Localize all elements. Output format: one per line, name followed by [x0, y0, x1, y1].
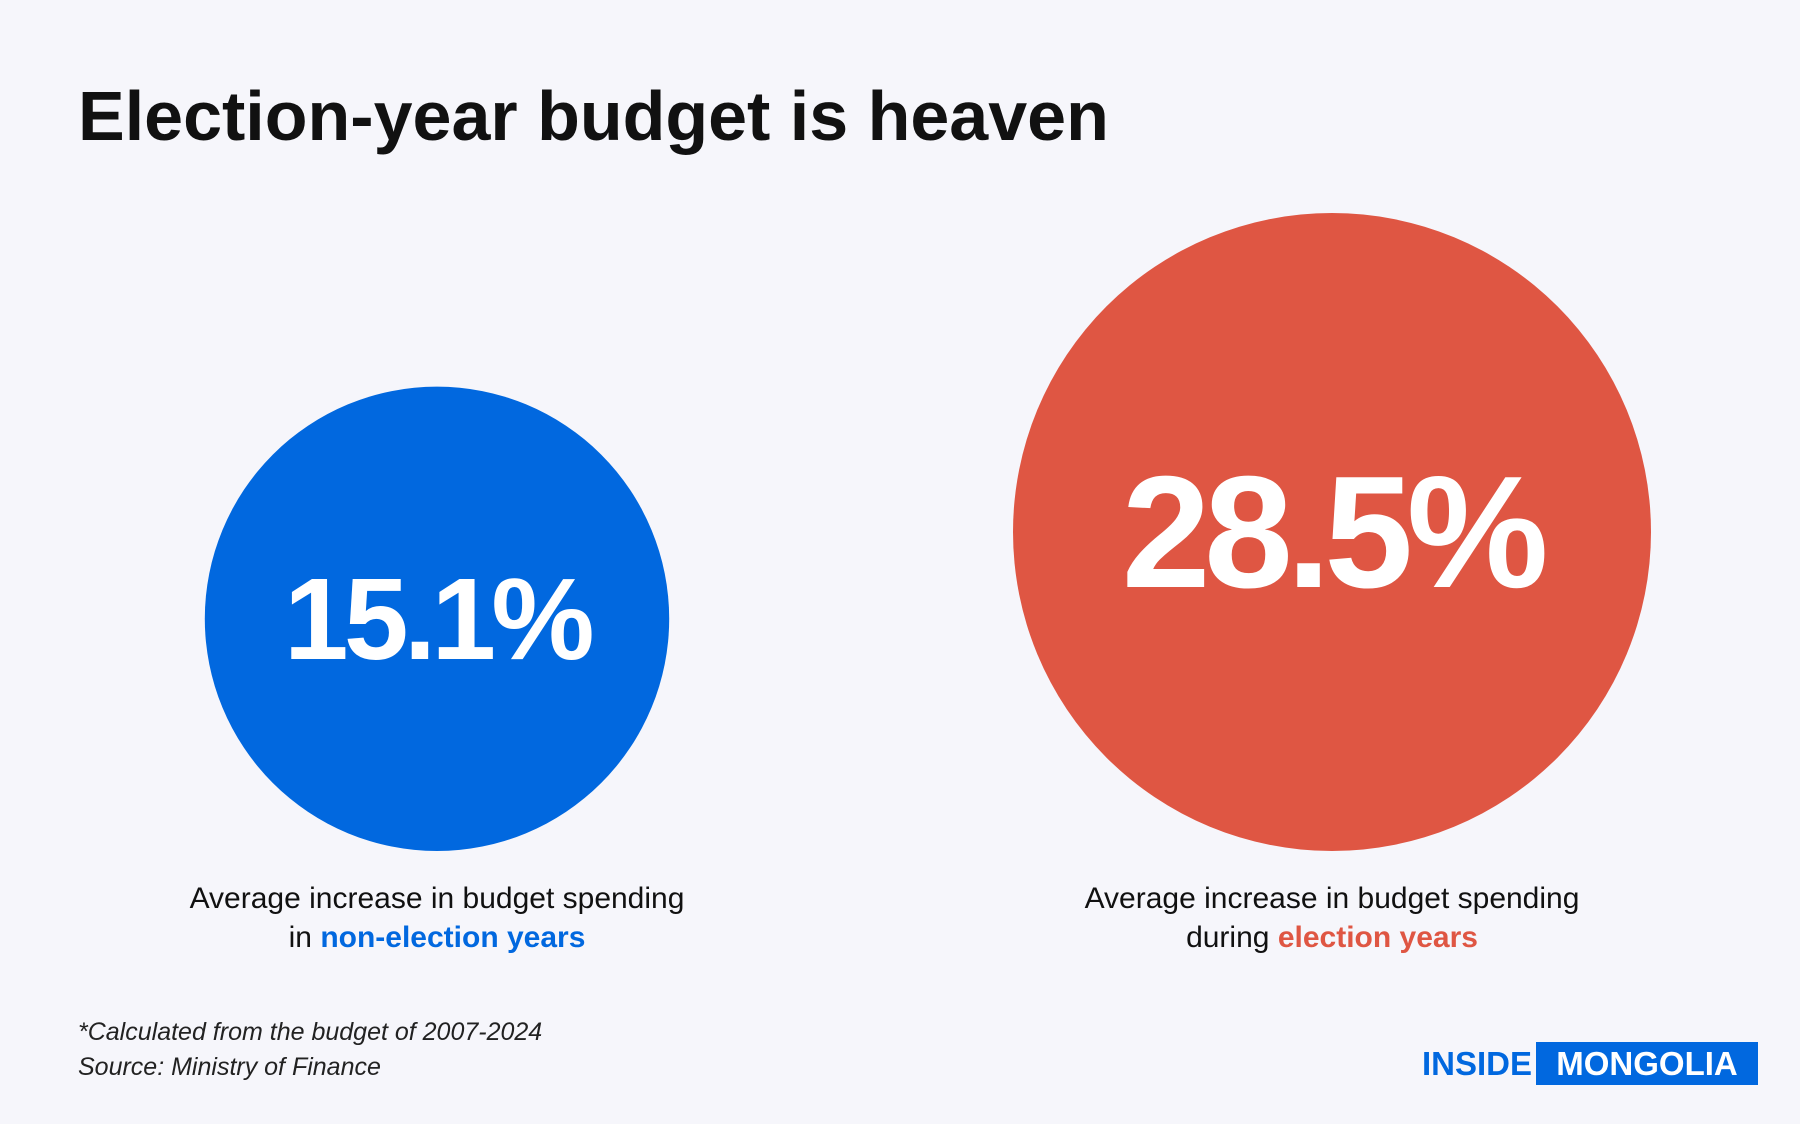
source: Source: Ministry of Finance: [78, 1053, 381, 1081]
logo-box: [1536, 1042, 1758, 1085]
logo-left: INSIDE: [1422, 1045, 1532, 1082]
footnote: *Calculated from the budget of 2007-2024: [78, 1018, 542, 1046]
logo-right: MONGOLIA: [1556, 1045, 1737, 1082]
caption-prefix: during: [1186, 921, 1269, 954]
caption-highlight: non-election years: [320, 921, 585, 954]
caption-highlight: election years: [1278, 921, 1478, 954]
bubble: [1013, 213, 1651, 851]
chart-title: Election-year budget is heaven: [78, 77, 1109, 155]
value-label: 15.1%: [284, 554, 592, 684]
caption-prefix: in: [289, 921, 312, 954]
caption-line: in non-election years: [289, 921, 586, 954]
bubble: [204, 386, 670, 851]
caption-line: Average increase in budget spending: [1085, 882, 1580, 915]
caption-line: Average increase in budget spending: [190, 882, 685, 915]
caption-line: during election years: [1186, 921, 1478, 954]
value-label: 28.5%: [1122, 443, 1545, 621]
